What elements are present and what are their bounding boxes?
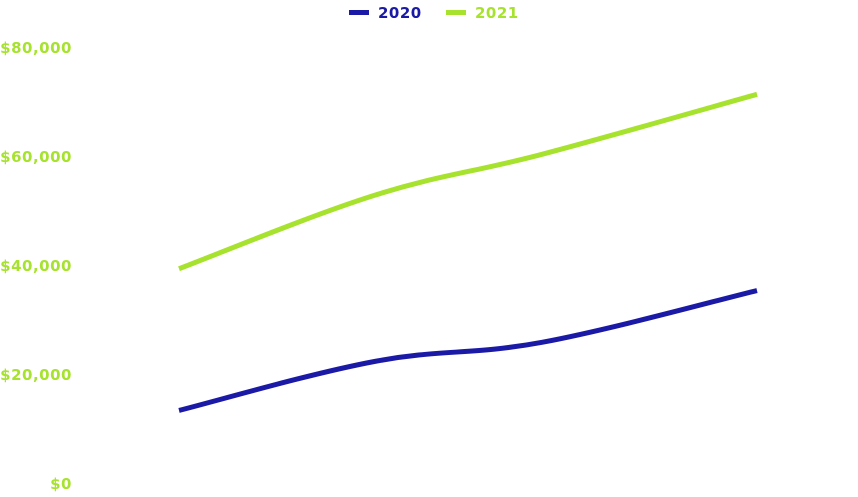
legend: 2020 2021: [349, 4, 519, 22]
legend-label: 2020: [378, 4, 422, 22]
y-tick-label: $0: [50, 475, 72, 493]
legend-label: 2021: [475, 4, 519, 22]
legend-swatch: [446, 10, 466, 15]
y-tick-label: $80,000: [0, 39, 72, 57]
series-line-2020: [178, 288, 758, 413]
legend-swatch: [349, 10, 369, 15]
series-line-2021: [178, 91, 758, 272]
y-tick-label: $40,000: [0, 257, 72, 275]
series-lines: [178, 91, 758, 413]
y-tick-label: $60,000: [0, 148, 72, 166]
y-axis: $0 $20,000 $40,000 $60,000 $80,000: [0, 39, 72, 493]
y-tick-label: $20,000: [0, 366, 72, 384]
legend-item-2021[interactable]: 2021: [446, 4, 519, 22]
legend-item-2020[interactable]: 2020: [349, 4, 422, 22]
